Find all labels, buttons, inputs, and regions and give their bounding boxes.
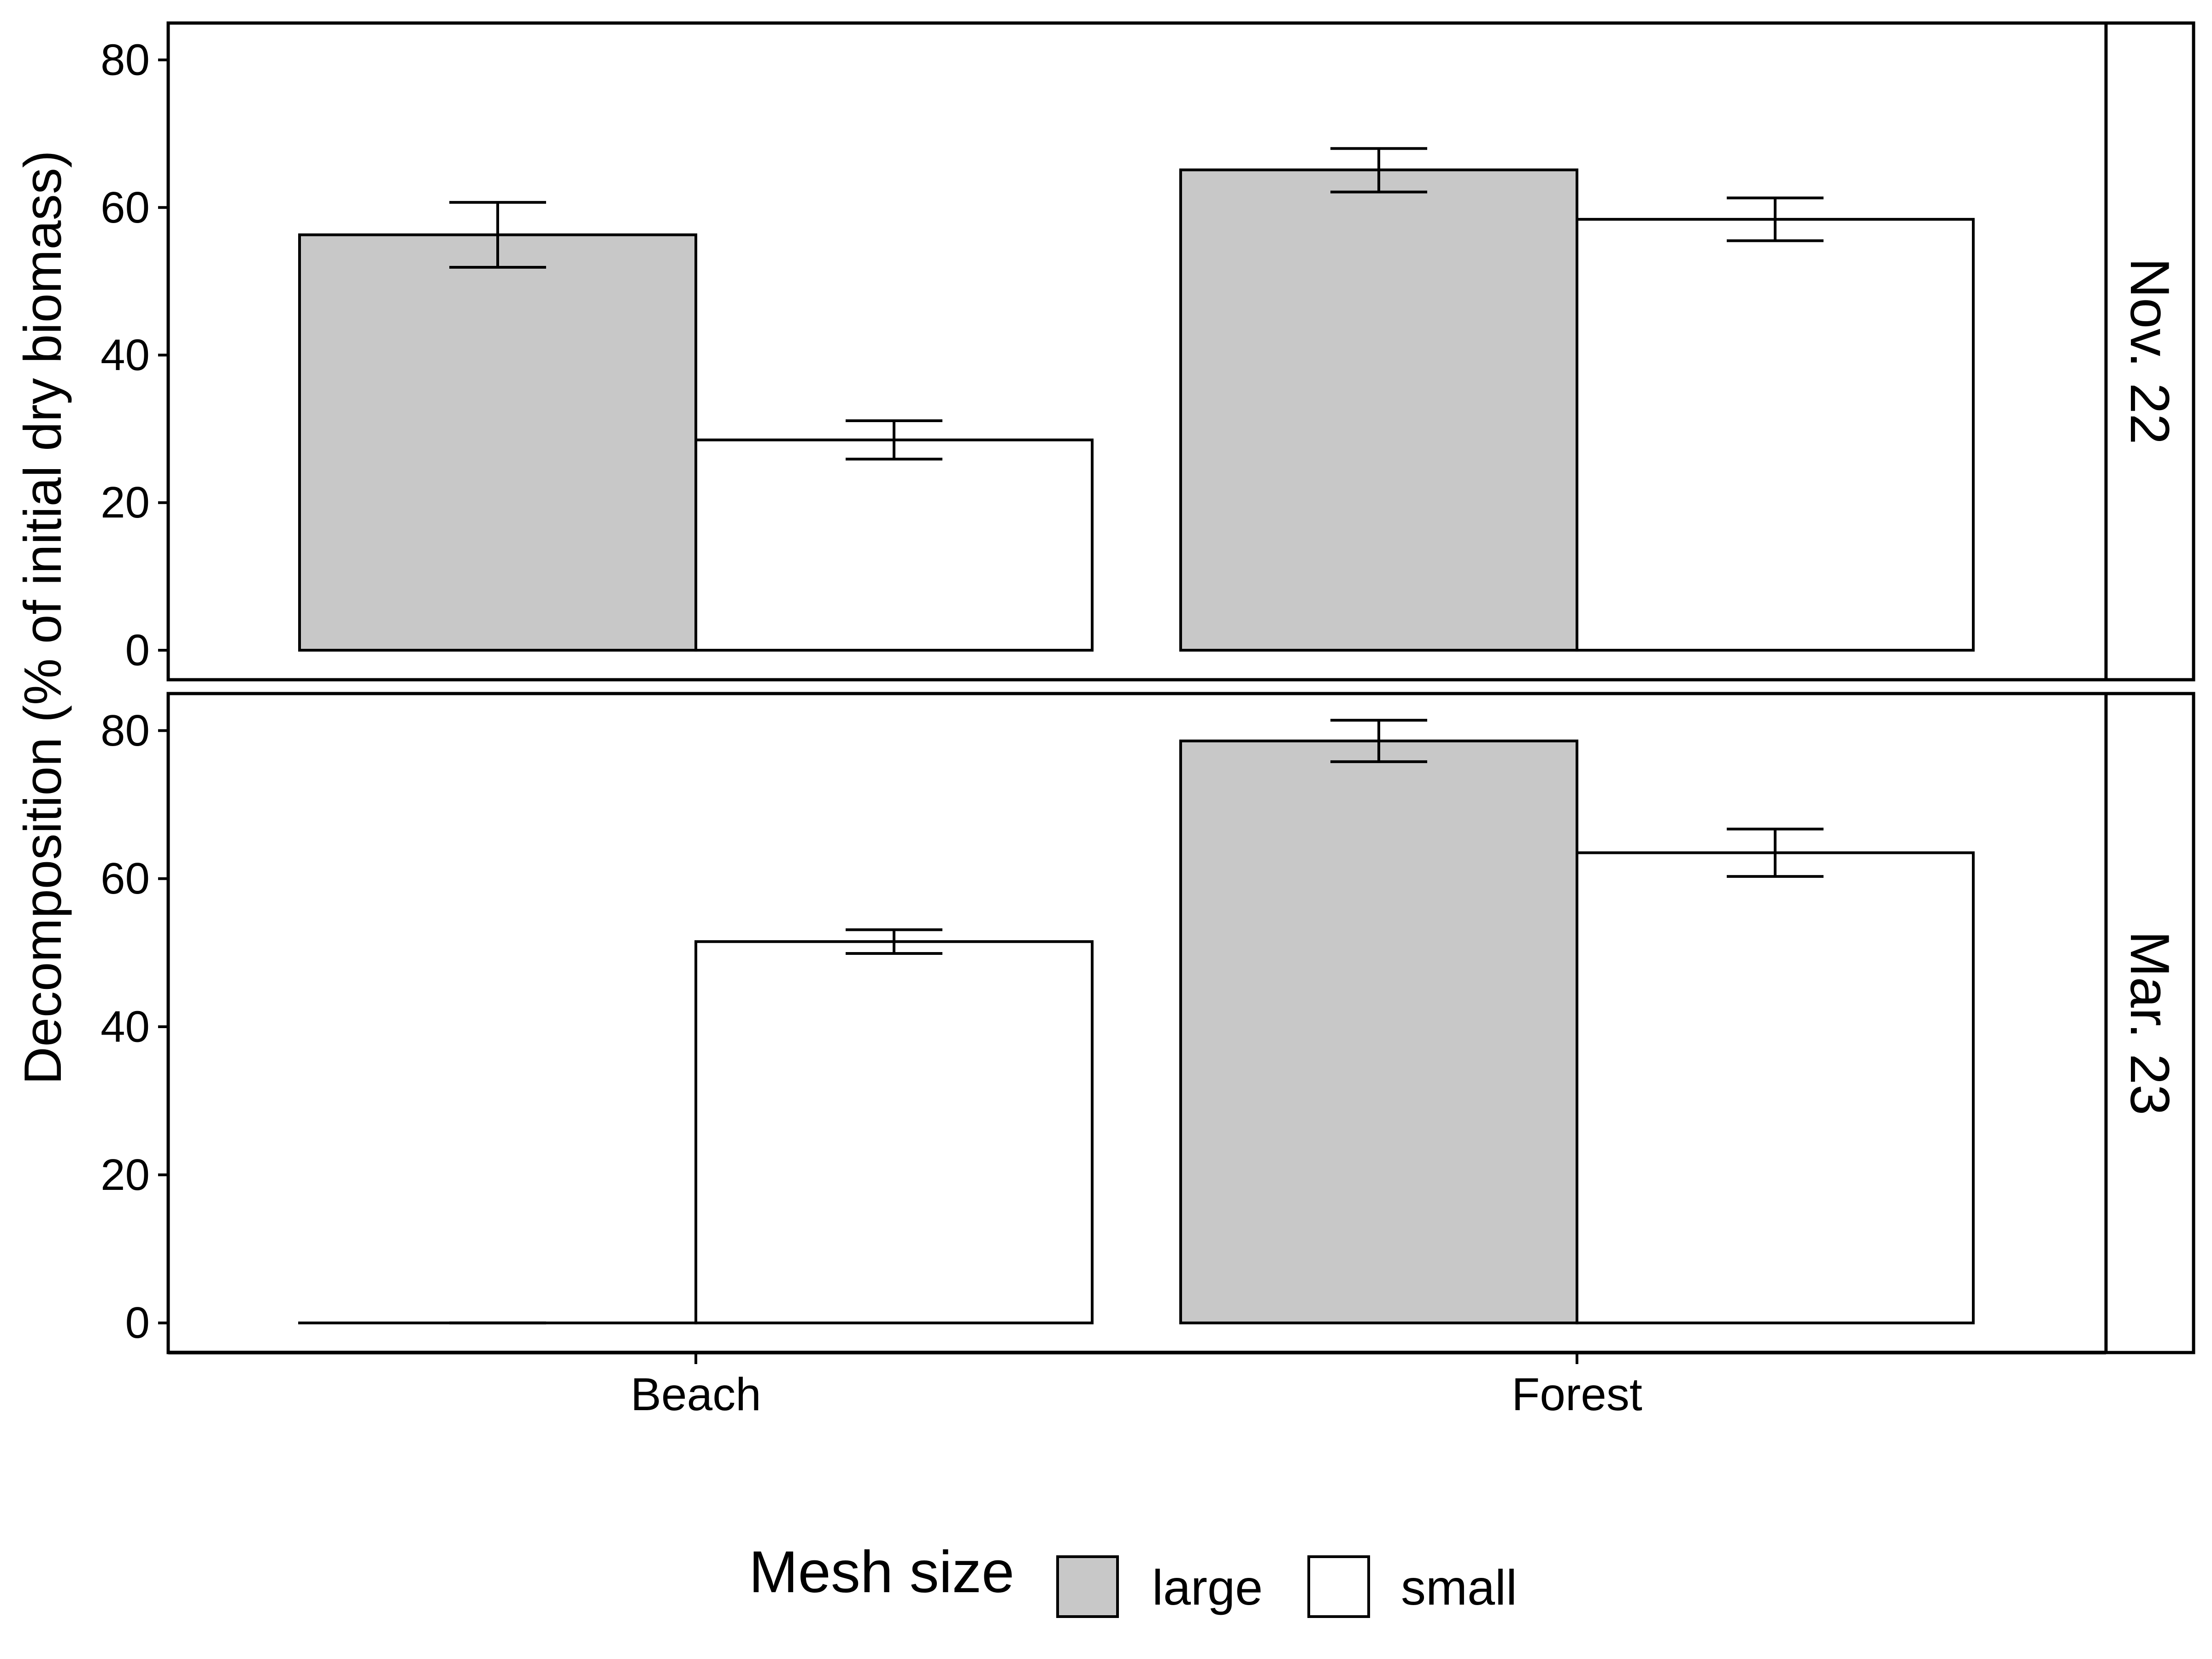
error-bar-nov-22-beach-small bbox=[846, 419, 942, 461]
strip-label-nov-22: Nov. 22 bbox=[2119, 258, 2181, 445]
y-tick-label-nov-22-20: 20 bbox=[100, 478, 150, 527]
strip-label-mar-23: Mar. 23 bbox=[2119, 931, 2181, 1115]
strip-box-mar-23 bbox=[2104, 692, 2195, 1354]
x-axis-ticks: Beach Forest bbox=[630, 1353, 1642, 1420]
y-tick-label-nov-22-80: 80 bbox=[100, 35, 150, 85]
panel-mar-23: 0 20 40 60 80 bbox=[100, 706, 1975, 1347]
error-bar-nov-22-forest-small bbox=[1727, 196, 1824, 242]
error-bar-nov-22-beach-large bbox=[449, 201, 546, 269]
legend-title: Mesh size bbox=[749, 1539, 1014, 1605]
panel-nov-22: 0 20 40 60 80 bbox=[100, 35, 1975, 675]
bar-nov-22-forest-small bbox=[1576, 218, 1975, 652]
bar-nov-22-beach-large bbox=[298, 233, 697, 652]
y-tick-label-mar-23-60: 60 bbox=[100, 854, 150, 903]
y-tick-label-mar-23-40: 40 bbox=[100, 1002, 150, 1052]
legend-swatch-small bbox=[1307, 1555, 1370, 1618]
y-tick-label-mar-23-20: 20 bbox=[100, 1150, 150, 1200]
bar-mar-23-forest-small bbox=[1576, 851, 1975, 1324]
bar-mar-23-beach-small bbox=[694, 940, 1094, 1324]
y-axis-title: Decomposition (% of initial dry biomass) bbox=[14, 150, 72, 1084]
y-tick-label-nov-22-0: 0 bbox=[125, 625, 150, 675]
x-tick-label-beach: Beach bbox=[630, 1369, 761, 1420]
legend: Mesh size large small bbox=[749, 1539, 1517, 1618]
error-bar-mar-23-forest-large bbox=[1330, 718, 1427, 763]
bar-mar-23-forest-large bbox=[1179, 739, 1578, 1324]
x-tick-label-forest: Forest bbox=[1512, 1369, 1642, 1420]
y-tick-label-nov-22-40: 40 bbox=[100, 330, 150, 380]
error-bar-mar-23-beach-small bbox=[846, 928, 942, 955]
legend-label-large: large bbox=[1152, 1559, 1263, 1615]
error-bar-nov-22-forest-large bbox=[1330, 147, 1427, 194]
bar-nov-22-forest-large bbox=[1179, 168, 1578, 652]
y-tick-label-mar-23-0: 0 bbox=[125, 1298, 150, 1347]
y-tick-label-nov-22-60: 60 bbox=[100, 183, 150, 232]
error-bar-mar-23-forest-small bbox=[1727, 828, 1824, 878]
strip-box-nov-22 bbox=[2104, 21, 2195, 682]
legend-label-small: small bbox=[1401, 1559, 1517, 1615]
y-tick-label-mar-23-80: 80 bbox=[100, 706, 150, 755]
bar-nov-22-beach-small bbox=[694, 438, 1094, 652]
legend-swatch-large bbox=[1056, 1555, 1119, 1618]
